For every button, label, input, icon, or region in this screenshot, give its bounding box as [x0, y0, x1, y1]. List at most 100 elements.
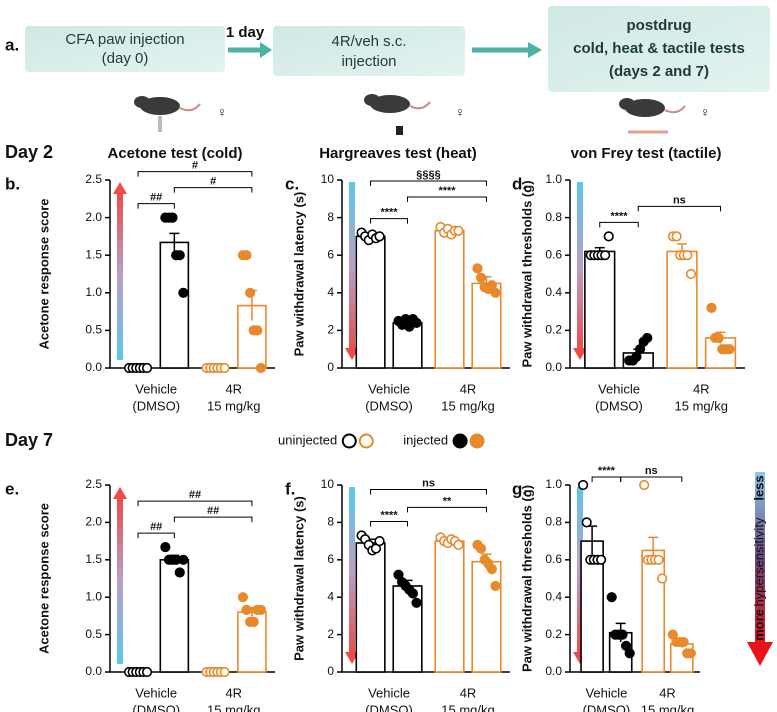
panel-label: d. — [512, 174, 527, 193]
data-point — [252, 325, 263, 336]
gradient-arrow-head — [113, 182, 127, 194]
significance-label: ns — [645, 465, 658, 477]
significance-label: # — [192, 160, 198, 172]
data-point — [374, 535, 385, 547]
mouse-icon — [619, 98, 686, 134]
flow-text: (days 2 and 7) — [609, 63, 709, 80]
group-label: (DMSO) — [365, 702, 413, 712]
data-point — [600, 250, 611, 261]
hypersensitivity-arrow — [755, 472, 765, 644]
significance-bracket — [620, 476, 683, 482]
gradient-arrow — [577, 182, 583, 350]
significance-bracket — [173, 187, 253, 193]
significance-bracket — [407, 196, 487, 202]
data-point — [642, 332, 653, 344]
day-label: Day 7 — [5, 430, 53, 450]
test-title: Hargreaves test (heat) — [319, 145, 477, 162]
data-point — [453, 539, 464, 550]
data-point — [407, 588, 419, 599]
hypersensitivity-less: less — [751, 475, 766, 500]
data-point — [178, 554, 189, 565]
data-point — [141, 666, 153, 678]
data-point — [174, 250, 185, 261]
data-point — [682, 250, 693, 261]
panel-label: e. — [5, 479, 19, 498]
y-tick-label: 2.5 — [85, 477, 102, 491]
data-point — [241, 604, 252, 616]
y-tick-label: 2.0 — [85, 210, 102, 224]
y-tick-label: 1.0 — [545, 477, 562, 491]
significance-label: **** — [380, 509, 398, 521]
arrow-label: 1 day — [226, 24, 265, 41]
y-tick-label: 0.5 — [85, 627, 102, 641]
legend-marker — [341, 433, 357, 449]
flow-text: postdrug — [627, 17, 692, 34]
y-axis-label: Paw withdrawal thresholds (g) — [519, 485, 534, 672]
data-point — [657, 573, 668, 584]
y-tick-label: 4 — [327, 589, 334, 603]
group-label: 4R — [659, 685, 676, 700]
group-label: 15 mg/kg — [207, 398, 260, 413]
significance-label: ## — [150, 192, 162, 204]
y-tick-label: 1.5 — [85, 247, 102, 261]
data-point — [248, 616, 259, 627]
group-label: (DMSO) — [132, 702, 180, 712]
group-label: 4R — [460, 381, 477, 396]
flow-text: 4R/veh s.c. — [331, 33, 406, 50]
data-point — [237, 592, 248, 603]
hypersensitivity-title: hypersensitivity — [751, 517, 766, 606]
hypersensitivity-more: more — [751, 609, 766, 641]
panel-label: c. — [285, 174, 299, 193]
group-label: (DMSO) — [365, 398, 413, 413]
data-point — [606, 592, 617, 603]
y-tick-label: 0.2 — [545, 627, 562, 641]
gradient-arrow — [117, 497, 123, 664]
data-point — [219, 362, 230, 374]
significance-bracket — [370, 520, 409, 527]
group-label: 4R — [693, 381, 710, 396]
bar — [355, 542, 386, 673]
test-title: von Frey test (tactile) — [571, 145, 722, 162]
y-tick-label: 0.2 — [545, 323, 562, 337]
data-point — [603, 231, 614, 242]
data-point — [411, 317, 422, 328]
group-label: Vehicle — [368, 381, 410, 396]
y-tick-label: 0 — [327, 360, 334, 374]
data-point — [639, 479, 650, 491]
data-point — [706, 302, 717, 313]
bar — [641, 549, 666, 673]
group-label: 4R — [225, 381, 242, 396]
group-label: 4R — [460, 685, 477, 700]
flow-box — [273, 26, 465, 76]
significance-label: ## — [189, 489, 201, 501]
data-point — [577, 479, 589, 491]
bar — [471, 560, 502, 673]
legend-marker — [358, 433, 374, 449]
significance-bracket — [637, 205, 721, 212]
flow-text: (day 0) — [102, 50, 149, 67]
significance-label: ** — [443, 495, 452, 507]
significance-label: §§§§ — [416, 169, 440, 181]
y-tick-label: 2.0 — [85, 515, 102, 529]
sex-symbol: ♀ — [700, 104, 710, 119]
y-tick-label: 0.8 — [545, 515, 562, 529]
data-point — [671, 231, 682, 242]
data-point — [685, 648, 696, 659]
y-tick-label: 0.0 — [545, 360, 562, 374]
y-tick-label: 6 — [327, 552, 334, 566]
bar — [159, 241, 190, 369]
y-tick-label: 1.0 — [85, 589, 102, 603]
data-point — [374, 231, 385, 242]
y-axis-label: Acetone response score — [36, 198, 51, 349]
group-label: Vehicle — [585, 685, 627, 700]
gradient-arrow — [349, 182, 355, 350]
group-label: 15 mg/kg — [641, 702, 694, 712]
data-point — [595, 554, 607, 565]
data-point — [678, 636, 689, 648]
gradient-arrow — [117, 192, 123, 360]
y-tick-label: 0.4 — [545, 285, 562, 299]
mouse-icon — [134, 96, 201, 132]
significance-bracket — [370, 218, 409, 224]
group-label: 15 mg/kg — [207, 702, 260, 712]
